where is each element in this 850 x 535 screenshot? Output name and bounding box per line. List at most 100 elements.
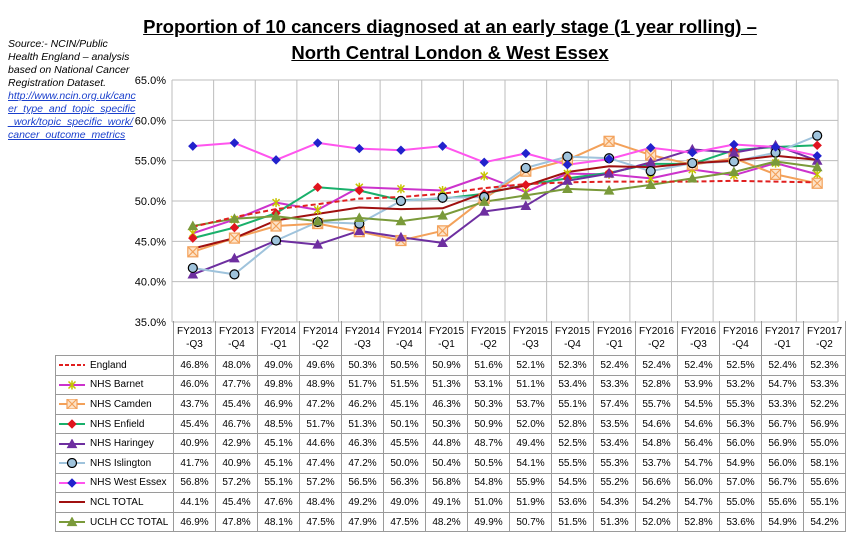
data-point-marker-cross xyxy=(229,232,240,244)
y-tick-label: 45.0% xyxy=(135,236,166,248)
data-point-marker xyxy=(396,145,406,155)
x-tick-label: FY2014 -Q3 xyxy=(341,321,384,356)
data-point-marker xyxy=(188,233,198,243)
data-point-marker xyxy=(729,139,739,150)
series-line-england xyxy=(192,179,818,228)
data-label: 52.2% xyxy=(803,394,846,415)
data-point-marker-cross xyxy=(603,135,615,147)
data-label: 50.9% xyxy=(425,355,468,376)
data-point-marker xyxy=(480,171,489,181)
table-row-nhs-enfield: NHS Enfield 45.4% 46.7% 48.5% 51.7% 51.3% 50.1… xyxy=(55,413,846,435)
data-label: 48.1% xyxy=(257,511,300,533)
data-point-marker xyxy=(313,205,322,215)
data-label: 51.3% xyxy=(341,413,384,435)
source-text: Source:- NCIN/Public Health England – an… xyxy=(8,38,130,89)
x-tick-label: FY2013 -Q3 xyxy=(173,321,216,356)
data-point-marker xyxy=(603,168,615,178)
legend-key xyxy=(58,419,86,429)
data-point-marker xyxy=(645,179,657,189)
data-label: 52.4% xyxy=(761,355,804,376)
data-point-marker xyxy=(187,220,199,231)
data-point-marker xyxy=(272,198,281,208)
data-label: 56.3% xyxy=(383,472,426,494)
data-label: 51.0% xyxy=(467,492,510,513)
data-point-marker xyxy=(353,225,365,235)
data-point-marker xyxy=(521,148,531,159)
data-label: 44.6% xyxy=(299,433,342,454)
data-point-marker xyxy=(353,212,365,223)
legend-key-icon xyxy=(59,478,85,488)
data-label: 46.3% xyxy=(341,433,384,454)
series-markers-nhs-west-essex xyxy=(188,138,822,170)
data-label: 46.2% xyxy=(341,394,384,415)
data-label: 50.9% xyxy=(467,413,510,435)
data-label: 52.3% xyxy=(551,355,594,376)
data-label: 57.2% xyxy=(299,472,342,494)
data-label: 55.1% xyxy=(551,394,594,415)
data-point-marker xyxy=(229,138,240,148)
data-point-marker-cross xyxy=(187,246,199,258)
x-tick-label: FY2015 -Q1 xyxy=(425,321,468,356)
data-label: 49.8% xyxy=(257,374,300,396)
series-name: NHS Enfield xyxy=(90,418,145,430)
legend-entry: NHS Islington xyxy=(55,452,174,474)
data-label: 47.9% xyxy=(341,511,384,533)
data-label: 52.4% xyxy=(593,355,636,376)
y-tick-label: 60.0% xyxy=(135,115,166,127)
data-label: 50.7% xyxy=(509,511,552,533)
x-tick-label: FY2016 -Q2 xyxy=(635,321,678,356)
data-point-marker xyxy=(270,210,282,221)
data-point-marker xyxy=(66,438,78,448)
x-tick-label: FY2014 -Q4 xyxy=(383,321,426,356)
data-label: 58.1% xyxy=(803,452,846,474)
data-label: 55.6% xyxy=(761,492,804,513)
data-label: 53.4% xyxy=(551,374,594,396)
data-point-marker xyxy=(188,141,198,151)
table-row-nhs-barnet: NHS Barnet 46.0% 47.7% 49.8% 48.9% 51.7% 51.5%… xyxy=(55,374,846,396)
data-point-marker xyxy=(229,252,240,263)
data-label: 54.2% xyxy=(635,492,678,513)
data-label: 57.4% xyxy=(593,394,636,415)
data-label: 53.3% xyxy=(803,374,846,396)
legend-key xyxy=(58,438,86,449)
data-label: 46.7% xyxy=(215,413,258,435)
data-label: 46.3% xyxy=(425,394,468,415)
source-link[interactable]: http://www.ncin.org.uk/cancer_type_and_t… xyxy=(8,90,136,141)
series-name: NHS Barnet xyxy=(90,379,144,391)
data-label: 54.6% xyxy=(677,413,720,435)
series-name: NHS West Essex xyxy=(90,477,167,489)
data-label: 47.4% xyxy=(299,452,342,474)
data-label: 49.9% xyxy=(467,511,510,533)
legend-key xyxy=(58,516,86,527)
y-tick-label: 40.0% xyxy=(135,277,166,289)
data-label: 49.1% xyxy=(425,492,468,513)
data-point-marker xyxy=(437,192,448,203)
legend-entry: NCL TOTAL xyxy=(55,492,174,513)
legend-key-icon xyxy=(59,458,85,469)
gridlines xyxy=(171,79,839,323)
data-label: 55.0% xyxy=(719,492,762,513)
data-label: 52.4% xyxy=(635,355,678,376)
legend-key xyxy=(58,399,86,410)
legend-entry: NHS Enfield xyxy=(55,413,174,435)
legend-key-icon xyxy=(59,501,85,504)
data-label: 52.0% xyxy=(635,511,678,533)
series-markers-uclh-cc-total xyxy=(187,155,823,231)
data-point-marker xyxy=(395,195,407,207)
data-label: 44.1% xyxy=(173,492,216,513)
data-label: 52.5% xyxy=(719,355,762,376)
data-label: 51.5% xyxy=(383,374,426,396)
legend-key xyxy=(58,497,86,507)
data-label: 47.8% xyxy=(215,511,258,533)
data-label: 48.5% xyxy=(257,413,300,435)
data-label: 45.5% xyxy=(383,433,426,454)
data-point-marker xyxy=(67,419,77,429)
data-label: 54.2% xyxy=(803,511,846,533)
table-row-england: England 46.8% 48.0% 49.0% 49.6% 50.3% 50.5% 50.… xyxy=(55,355,846,376)
data-label: 53.5% xyxy=(593,413,636,435)
data-point-marker xyxy=(312,182,323,192)
data-point-marker xyxy=(520,189,532,200)
data-point-marker xyxy=(603,184,615,195)
data-label: 54.5% xyxy=(677,394,720,415)
y-tick-label: 50.0% xyxy=(135,196,166,208)
